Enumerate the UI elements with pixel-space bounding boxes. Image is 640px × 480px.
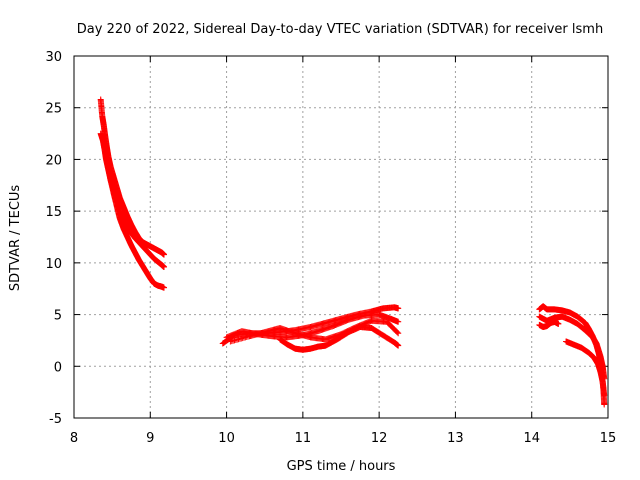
series-afternoon-lower bbox=[536, 318, 562, 330]
x-tick-label: 9 bbox=[146, 431, 154, 446]
x-tick-label: 13 bbox=[447, 431, 464, 446]
x-tick-label: 10 bbox=[218, 431, 235, 446]
x-tick-label: 11 bbox=[295, 431, 312, 446]
chart-title: Day 220 of 2022, Sidereal Day-to-day VTE… bbox=[77, 22, 603, 37]
x-tick-label: 14 bbox=[523, 431, 540, 446]
point-layer bbox=[97, 96, 608, 408]
data-point bbox=[161, 284, 168, 291]
x-tick-label: 8 bbox=[70, 431, 78, 446]
x-tick-label: 15 bbox=[600, 431, 617, 446]
y-tick-label: -5 bbox=[49, 412, 62, 427]
plot-frame bbox=[73, 55, 609, 419]
x-axis-label: GPS time / hours bbox=[287, 459, 396, 474]
series-morning-mid bbox=[97, 130, 168, 270]
y-tick-label: 25 bbox=[45, 102, 62, 117]
data-point bbox=[395, 305, 402, 312]
y-tick-label: 30 bbox=[45, 50, 62, 65]
y-tick-label: 20 bbox=[45, 153, 62, 168]
data-point bbox=[395, 342, 402, 349]
x-tick-label: 12 bbox=[371, 431, 388, 446]
data-point bbox=[601, 392, 608, 399]
data-point bbox=[395, 318, 402, 325]
tick-layer: 8 9 10 11 12 13 14 15 -5 0 5 10 15 20 25 30 bbox=[45, 50, 616, 446]
y-axis-label: SDTVAR / TECUs bbox=[8, 185, 23, 292]
y-tick-label: 10 bbox=[45, 257, 62, 272]
data-point bbox=[555, 320, 562, 327]
grid-layer bbox=[74, 56, 608, 418]
data-point bbox=[395, 330, 402, 337]
y-tick-label: 0 bbox=[54, 360, 62, 375]
y-tick-label: 15 bbox=[45, 205, 62, 220]
y-tick-label: 5 bbox=[54, 309, 62, 324]
series-afternoon-tail bbox=[563, 338, 608, 399]
data-point bbox=[161, 251, 168, 258]
data-point bbox=[161, 263, 168, 270]
data-point bbox=[394, 329, 401, 336]
series-morning-lower bbox=[103, 151, 168, 291]
data-point bbox=[601, 401, 608, 408]
series-midday-d bbox=[276, 323, 402, 353]
